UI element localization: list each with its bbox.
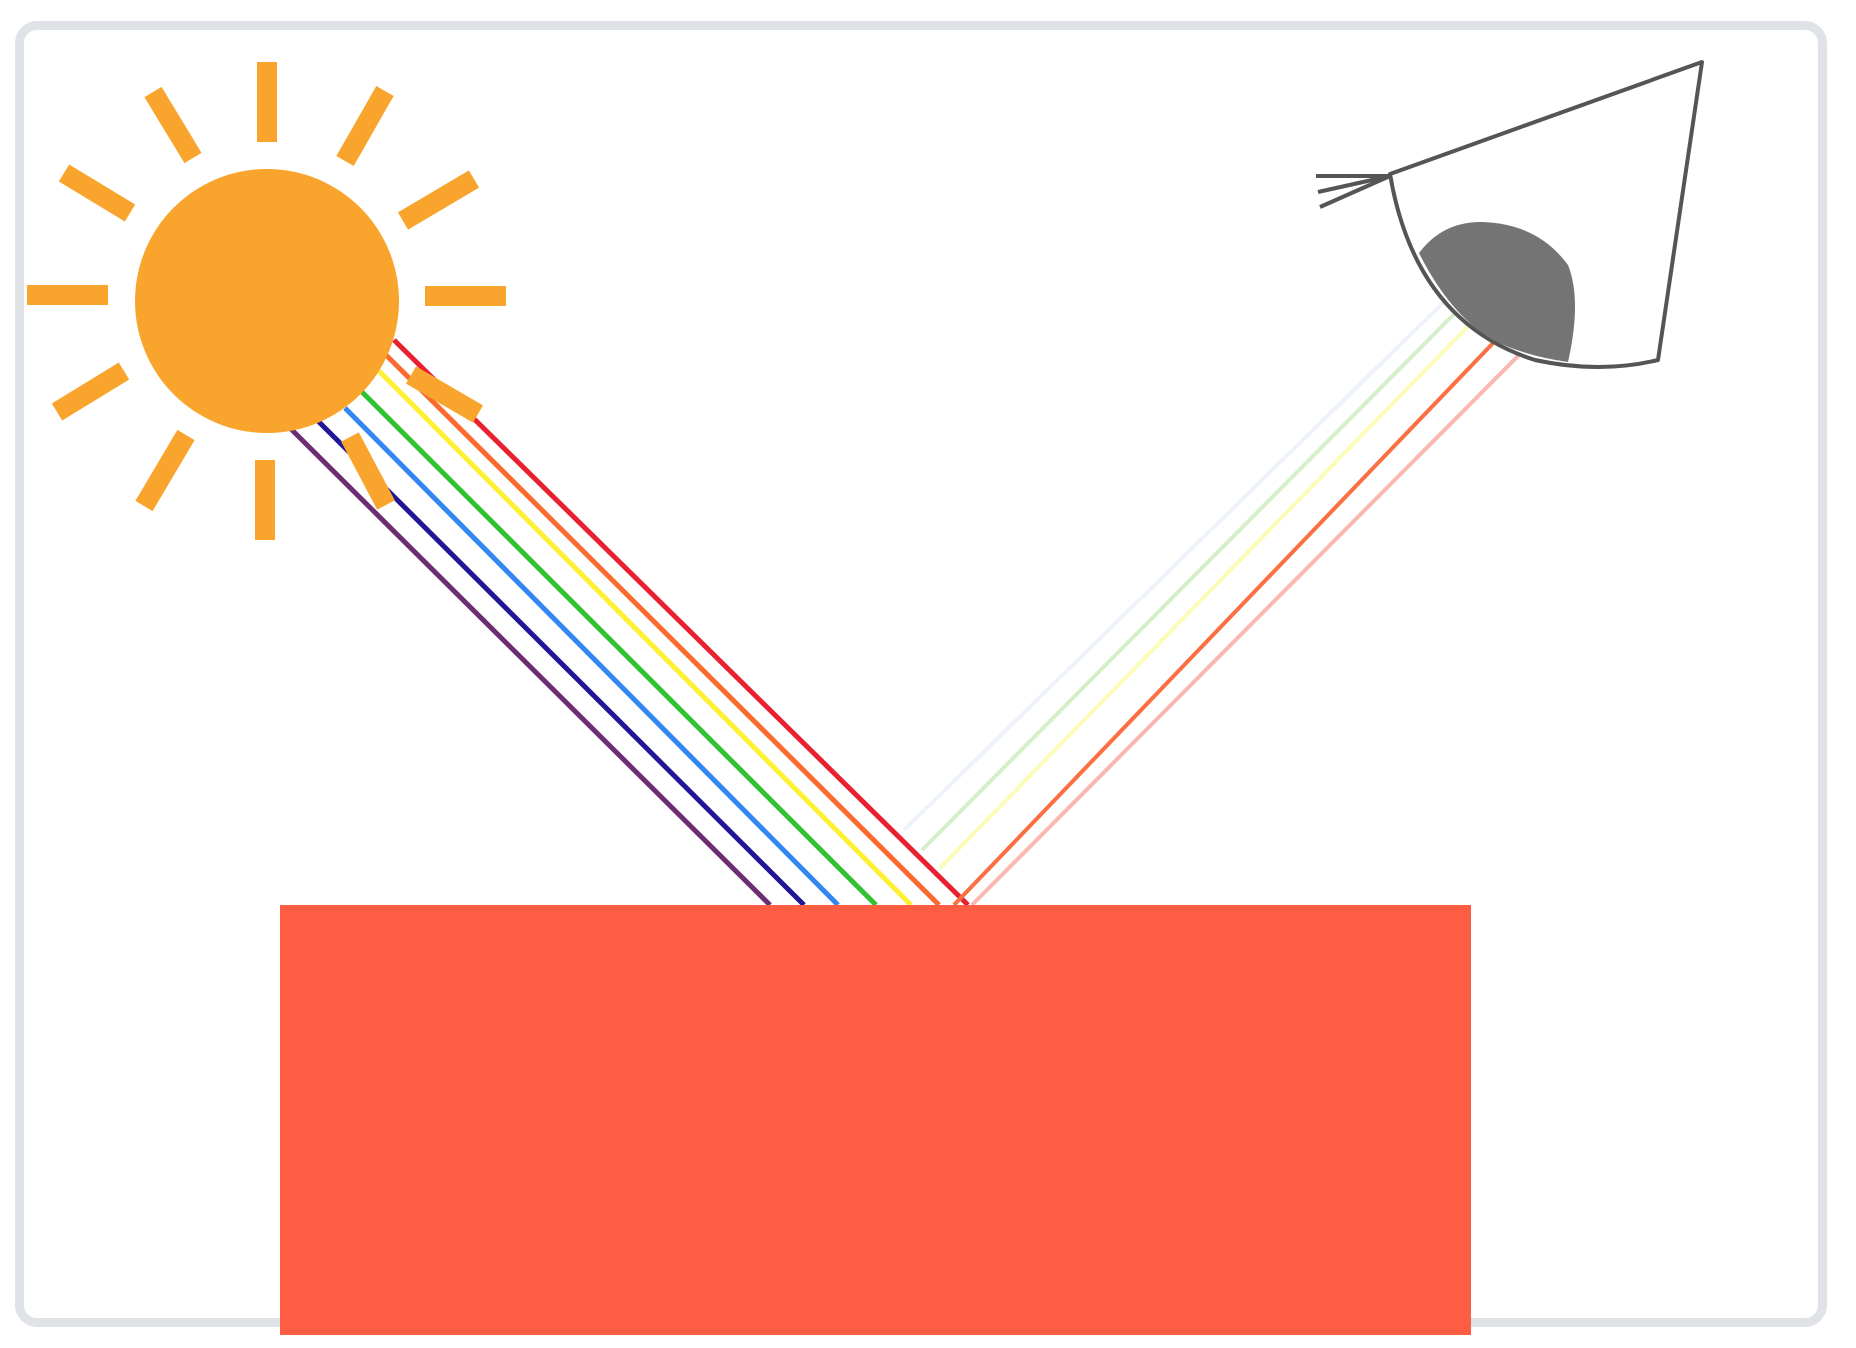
incident-rays (288, 338, 970, 907)
sun-ray (135, 429, 195, 512)
sun-disc (135, 169, 399, 433)
reflected-rays (902, 298, 1522, 907)
reflected-ray (970, 352, 1522, 907)
eyelash (1319, 174, 1391, 209)
incident-ray (358, 388, 878, 907)
eyelashes (1316, 174, 1391, 209)
incident-ray (343, 406, 840, 907)
incident-ray (383, 352, 941, 907)
incident-ray (288, 426, 772, 907)
sun-icon (27, 62, 506, 540)
sun-ray (405, 366, 484, 423)
reflected-ray (952, 338, 1498, 907)
incident-ray (315, 418, 806, 907)
sun-ray (397, 170, 480, 230)
reflected-ray (902, 298, 1448, 832)
sun-ray (58, 164, 136, 222)
sun-rays (27, 62, 506, 540)
reflected-ray (938, 314, 1480, 870)
sun-ray (51, 362, 130, 421)
sun-ray (341, 432, 395, 510)
incident-ray (374, 366, 913, 907)
object-block (280, 905, 1471, 1335)
eye-icon (1316, 60, 1704, 369)
pupil (1419, 221, 1575, 362)
eyelash (1317, 174, 1391, 194)
sun-ray (336, 86, 394, 166)
incident-ray (392, 338, 970, 907)
reflected-ray (920, 304, 1464, 852)
sun-ray (144, 86, 202, 164)
